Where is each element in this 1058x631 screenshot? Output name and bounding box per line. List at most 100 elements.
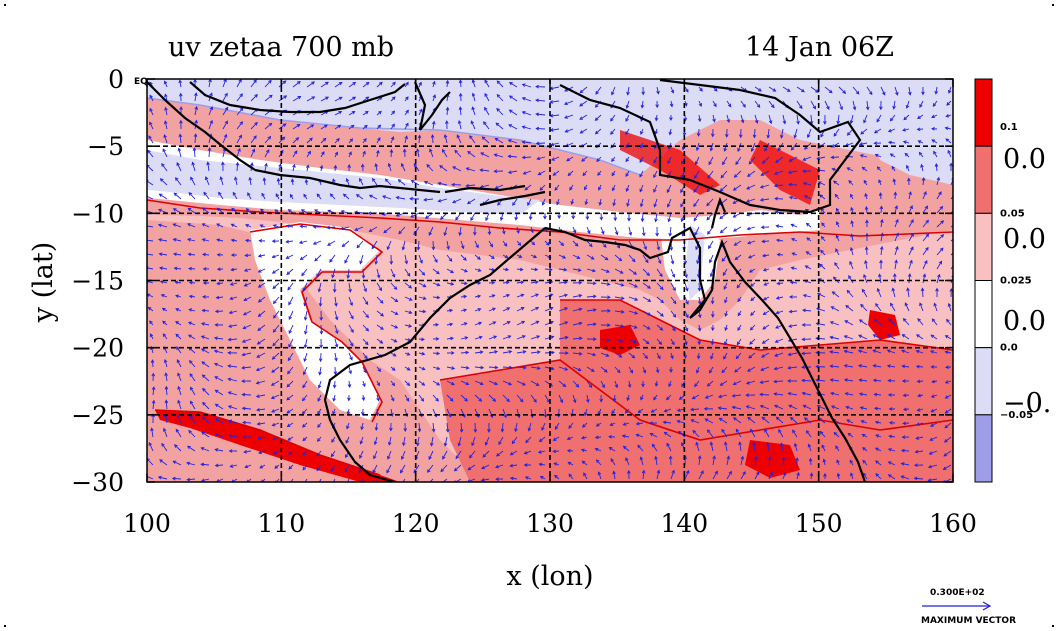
wind-vector-head	[437, 181, 442, 186]
wind-vector-head	[358, 469, 363, 474]
wind-vector-head	[400, 456, 405, 460]
wind-vector	[189, 308, 196, 312]
wind-vector-head	[805, 430, 810, 434]
wind-vector	[230, 296, 238, 300]
wind-vector	[735, 429, 742, 438]
wind-vector-head	[271, 270, 276, 274]
wind-vector-head	[732, 214, 737, 218]
wind-vector	[245, 254, 252, 257]
contour-line-3	[560, 299, 953, 351]
wind-vector	[945, 127, 952, 130]
wind-vector-head	[286, 383, 291, 388]
wind-vector	[302, 380, 308, 388]
wind-vector-head	[303, 302, 307, 307]
wind-vector	[874, 407, 882, 410]
wind-vector	[469, 135, 476, 144]
wind-vector-head	[736, 284, 741, 289]
wind-vector-head	[439, 165, 443, 169]
wind-vector	[764, 142, 770, 152]
wind-vector	[244, 268, 252, 272]
wind-vector-head	[487, 429, 491, 433]
wind-vector	[922, 177, 925, 186]
wind-vector-head	[161, 442, 165, 447]
wind-vector-head	[612, 470, 616, 475]
wind-vector	[320, 324, 322, 334]
wind-vector-head	[697, 118, 702, 123]
wind-vector-head	[257, 313, 262, 317]
wind-vector-head	[158, 238, 162, 242]
wind-vector-head	[519, 267, 524, 272]
wind-vector-head	[663, 408, 668, 413]
wind-vector-head	[656, 469, 661, 474]
wind-vector-head	[940, 234, 945, 238]
wind-vector-head	[178, 79, 183, 84]
wind-vector	[789, 156, 798, 162]
wind-vector	[264, 136, 271, 144]
wind-vector	[863, 114, 868, 123]
wind-vector	[250, 122, 258, 130]
wind-vector-head	[685, 88, 689, 93]
wind-vector	[175, 333, 182, 340]
wind-vector-head	[878, 273, 882, 278]
wind-vector	[220, 176, 224, 186]
y-axis-label: y (lat)	[28, 242, 59, 324]
wind-vector	[572, 240, 579, 247]
wind-vector	[698, 310, 701, 318]
wind-vector-head	[887, 128, 892, 133]
wind-vector-head	[258, 238, 263, 243]
wind-vector	[669, 128, 672, 135]
wind-vector	[774, 380, 784, 383]
wind-vector	[572, 366, 581, 371]
wind-vector-head	[909, 205, 913, 210]
wind-vector-head	[394, 311, 399, 315]
wind-vector-head	[162, 320, 166, 325]
wind-vector	[173, 460, 182, 466]
wind-vector-head	[507, 139, 512, 143]
wind-vector	[201, 322, 210, 326]
wind-vector	[250, 94, 258, 102]
wind-vector	[816, 379, 826, 382]
wind-vector-head	[256, 341, 261, 345]
wind-vector-head	[227, 391, 232, 395]
wind-vector-head	[611, 410, 615, 415]
wind-vector	[642, 254, 649, 263]
wind-vector	[362, 82, 370, 88]
wind-vector-head	[304, 178, 309, 183]
wind-vector-head	[803, 195, 808, 199]
wind-vector-head	[543, 414, 548, 419]
wind-vector-head	[445, 79, 450, 84]
wind-vector	[147, 267, 154, 270]
wind-vector-head	[833, 132, 838, 137]
wind-vector-head	[364, 341, 369, 346]
wind-vector	[544, 321, 554, 326]
wind-vector	[903, 114, 910, 120]
wind-vector	[639, 170, 644, 178]
wind-vector-head	[707, 230, 711, 235]
wind-vector	[746, 184, 756, 190]
wind-vector	[215, 464, 224, 467]
wind-vector	[788, 366, 798, 369]
wind-vector-head	[864, 192, 868, 197]
wind-vector-head	[761, 340, 766, 344]
wind-vector-head	[209, 119, 213, 124]
wind-vector	[669, 226, 672, 236]
wind-vector	[488, 335, 497, 340]
wind-vector	[316, 464, 322, 471]
wind-vector-head	[479, 168, 484, 172]
wind-vector	[147, 253, 154, 256]
wind-vector	[879, 192, 882, 200]
wind-vector-head	[281, 136, 286, 141]
wind-vector	[586, 380, 592, 388]
wind-vector-head	[682, 369, 687, 374]
wind-vector-head	[202, 252, 206, 257]
wind-vector-head	[913, 463, 918, 468]
wind-vector	[948, 86, 952, 94]
wind-vector-head	[452, 166, 457, 170]
wind-vector-head	[157, 475, 162, 480]
wind-vector	[873, 379, 882, 382]
wind-vector	[544, 281, 553, 284]
wind-vector	[286, 225, 294, 228]
wind-vector-head	[657, 260, 662, 265]
wind-vector-head	[858, 319, 863, 323]
wind-vector-head	[625, 131, 629, 136]
